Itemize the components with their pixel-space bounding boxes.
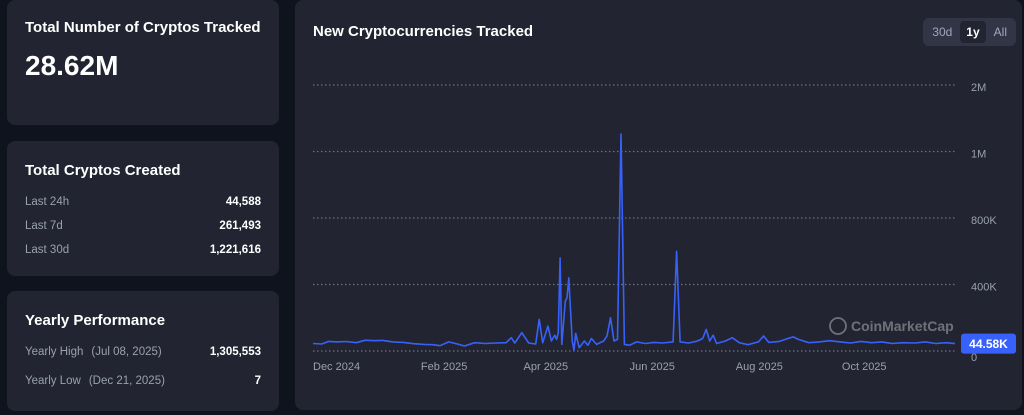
last-value-badge xyxy=(961,333,1016,354)
stat-row: Yearly Low (Dec 21, 2025) 7 xyxy=(25,374,261,389)
card-title: Total Cryptos Created xyxy=(25,162,181,179)
x-tick-label: Oct 2025 xyxy=(842,361,887,373)
x-tick-label: Apr 2025 xyxy=(524,361,569,373)
line-chart: 0 400K 800K 1M 2M Dec 2024 Feb 2025 Apr 2025 Jun… xyxy=(312,82,1016,373)
range-tab-1y[interactable]: 1y xyxy=(960,21,986,43)
x-tick-label: Feb 2025 xyxy=(421,361,467,373)
y-tick-label: 800K xyxy=(971,215,997,227)
stat-row: Last 24h 44,588 xyxy=(25,195,261,210)
stat-label: Last 30d xyxy=(25,244,70,256)
stat-row: Last 30d 1,221,616 xyxy=(25,243,261,258)
y-tick-label: 400K xyxy=(971,282,997,294)
stat-value: 1,305,553 xyxy=(209,346,261,358)
total-cryptos-card: Total Number of Cryptos Tracked 28.62M xyxy=(7,0,279,125)
stat-label: Yearly High xyxy=(25,346,84,358)
stat-date: (Dec 21, 2025) xyxy=(88,375,165,387)
coinmarketcap-watermark: CoinMarketCap xyxy=(829,317,954,335)
stat-date: (Jul 08, 2025) xyxy=(91,346,162,358)
stat-value: 44,588 xyxy=(225,196,261,208)
stat-label: Last 7d xyxy=(25,220,63,232)
cryptos-created-card: Total Cryptos Created Last 24h 44,588 Las… xyxy=(7,141,279,276)
stat-value: 261,493 xyxy=(219,220,261,232)
card-title: Total Number of Cryptos Tracked xyxy=(25,19,261,36)
stat-label: Last 24h xyxy=(25,196,70,208)
range-tab-all[interactable]: All xyxy=(993,25,1007,39)
chart-card: 0 400K 800K 1M 2M Dec 2024 Feb 2025 Apr 2025 Jun… xyxy=(295,0,1022,410)
stat-row: Yearly High (Jul 08, 2025) 1,305,553 xyxy=(25,345,261,360)
coinmarketcap-logo-icon xyxy=(829,317,847,335)
stat-value: 1,221,616 xyxy=(209,244,261,256)
total-cryptos-value: 28.62M xyxy=(25,50,119,81)
y-tick-label: 1M xyxy=(971,149,986,161)
card-title: Yearly Performance xyxy=(25,312,166,329)
watermark-text: CoinMarketCap xyxy=(851,318,954,334)
x-tick-label: Jun 2025 xyxy=(630,361,675,373)
stat-label: Yearly Low xyxy=(25,375,81,387)
range-tab-30d[interactable]: 30d xyxy=(932,25,953,39)
last-value-label: 44.58K xyxy=(969,337,1008,351)
range-selector: 30d 1y All xyxy=(923,18,1016,46)
y-tick-label: 2M xyxy=(971,82,986,94)
y-tick-label: 0 xyxy=(971,352,977,364)
x-tick-label: Aug 2025 xyxy=(736,361,783,373)
series-line xyxy=(312,133,956,351)
x-tick-label: Dec 2024 xyxy=(313,361,360,373)
stat-row: Last 7d 261,493 xyxy=(25,219,261,234)
chart-title: New Cryptocurrencies Tracked xyxy=(313,23,534,40)
yearly-performance-card: Yearly Performance Yearly High (Jul 08, 2… xyxy=(7,291,279,411)
stat-value: 7 xyxy=(254,375,261,387)
